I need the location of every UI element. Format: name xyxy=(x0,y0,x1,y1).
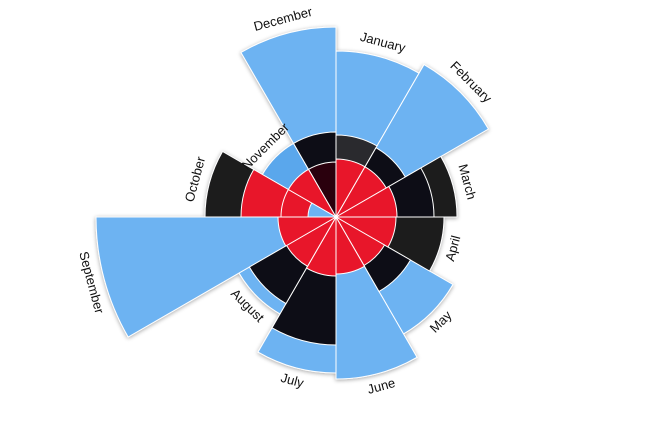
wedge-september-layer-7 xyxy=(277,216,338,247)
wedge-layer xyxy=(95,26,490,380)
wedge-march-layer-7 xyxy=(334,185,398,218)
month-label-march: March xyxy=(456,162,480,201)
month-label-july: July xyxy=(279,370,306,391)
wedge-july-layer-7 xyxy=(305,215,337,277)
month-label-april: April xyxy=(442,234,463,263)
wedge-october-layer-8 xyxy=(307,202,338,218)
wedge-november-layer-7 xyxy=(287,168,338,219)
month-label-june: June xyxy=(366,375,397,397)
month-label-october: October xyxy=(182,154,209,203)
wedge-september-layer-0 xyxy=(95,216,338,338)
month-label-january: January xyxy=(359,29,408,56)
wedge-april-layer-7 xyxy=(334,216,397,248)
